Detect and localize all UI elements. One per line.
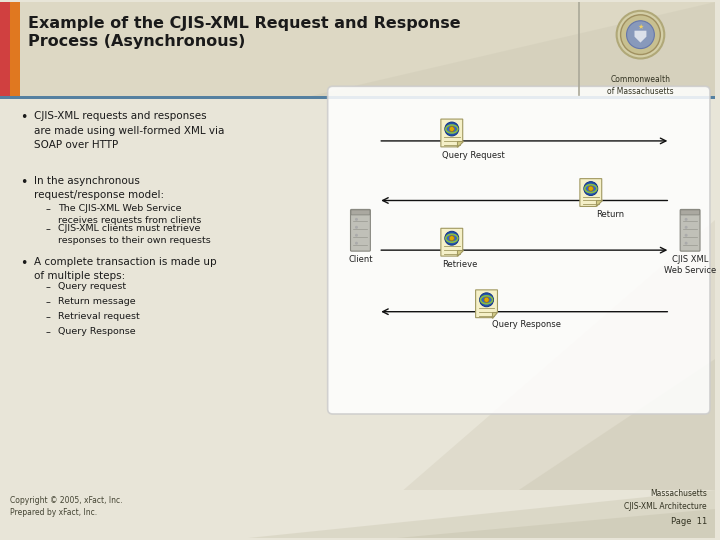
FancyBboxPatch shape [328, 86, 710, 414]
Circle shape [484, 298, 489, 302]
Text: Return: Return [595, 211, 624, 219]
Polygon shape [397, 510, 715, 538]
Polygon shape [248, 490, 715, 538]
Text: Client: Client [348, 255, 373, 264]
Text: Query Response: Query Response [58, 327, 135, 335]
Text: Return message: Return message [58, 297, 135, 306]
Polygon shape [595, 200, 602, 206]
FancyBboxPatch shape [680, 210, 700, 251]
Text: The CJIS-XML Web Service
receives requests from clients: The CJIS-XML Web Service receives reques… [58, 205, 201, 225]
Text: Process (Asynchronous): Process (Asynchronous) [28, 33, 246, 49]
Text: Query request: Query request [58, 282, 126, 291]
Polygon shape [441, 228, 463, 256]
Circle shape [685, 226, 688, 229]
Text: Massachusetts: Massachusetts [650, 489, 707, 498]
Text: Retrieve: Retrieve [442, 260, 477, 269]
Polygon shape [298, 2, 715, 99]
Circle shape [588, 186, 593, 191]
Circle shape [355, 218, 358, 221]
Circle shape [584, 181, 598, 195]
FancyBboxPatch shape [0, 490, 715, 538]
FancyBboxPatch shape [351, 210, 370, 251]
Circle shape [482, 295, 492, 305]
Text: –: – [45, 205, 50, 214]
Text: CJIS-XML requests and responses
are made using well-formed XML via
SOAP over HTT: CJIS-XML requests and responses are made… [34, 111, 224, 150]
Text: •: • [20, 111, 27, 124]
Polygon shape [456, 141, 463, 147]
FancyBboxPatch shape [10, 2, 20, 99]
Circle shape [616, 11, 665, 58]
Circle shape [447, 124, 456, 134]
Text: –: – [45, 297, 50, 307]
FancyBboxPatch shape [351, 210, 370, 215]
Text: Copyright © 2005, xFact, Inc.: Copyright © 2005, xFact, Inc. [10, 496, 122, 505]
Polygon shape [634, 31, 647, 43]
Circle shape [355, 226, 358, 229]
Circle shape [621, 15, 660, 55]
Text: CJIS XML
Web Service: CJIS XML Web Service [664, 255, 716, 275]
Text: In the asynchronous
request/response model:: In the asynchronous request/response mod… [34, 176, 164, 200]
Polygon shape [580, 179, 602, 206]
Polygon shape [492, 312, 498, 318]
Text: Commonwealth
of Massachusetts: Commonwealth of Massachusetts [607, 76, 674, 96]
Circle shape [445, 122, 459, 136]
Text: •: • [20, 176, 27, 188]
Polygon shape [441, 119, 463, 147]
Circle shape [447, 233, 456, 243]
Circle shape [685, 218, 688, 221]
Circle shape [449, 126, 454, 131]
Circle shape [449, 236, 454, 241]
Text: A complete transaction is made up
of multiple steps:: A complete transaction is made up of mul… [34, 257, 217, 281]
Circle shape [586, 184, 595, 193]
Polygon shape [456, 250, 463, 256]
Text: CJIS-XML clients must retrieve
responses to their own requests: CJIS-XML clients must retrieve responses… [58, 224, 210, 245]
Text: –: – [45, 327, 50, 336]
Text: Query Response: Query Response [492, 320, 560, 329]
Circle shape [445, 231, 459, 245]
Text: ★: ★ [637, 24, 644, 30]
Text: Page  11: Page 11 [671, 517, 707, 526]
FancyBboxPatch shape [0, 2, 10, 99]
Text: –: – [45, 282, 50, 292]
Text: CJIS-XML Architecture: CJIS-XML Architecture [624, 502, 707, 511]
Circle shape [626, 21, 654, 49]
Text: Prepared by xFact, Inc.: Prepared by xFact, Inc. [10, 508, 97, 517]
Circle shape [355, 242, 358, 245]
FancyBboxPatch shape [680, 210, 700, 215]
FancyBboxPatch shape [0, 2, 715, 99]
Text: •: • [20, 257, 27, 270]
Polygon shape [447, 359, 715, 538]
Circle shape [355, 234, 358, 237]
FancyBboxPatch shape [0, 96, 715, 99]
Text: Query Request: Query Request [442, 151, 505, 160]
Text: Example of the CJIS-XML Request and Response: Example of the CJIS-XML Request and Resp… [28, 16, 460, 31]
Polygon shape [348, 220, 715, 538]
Circle shape [685, 242, 688, 245]
Polygon shape [476, 290, 498, 318]
Circle shape [480, 293, 493, 307]
Text: Retrieval request: Retrieval request [58, 312, 140, 321]
Text: –: – [45, 312, 50, 322]
Text: –: – [45, 224, 50, 234]
Circle shape [685, 234, 688, 237]
